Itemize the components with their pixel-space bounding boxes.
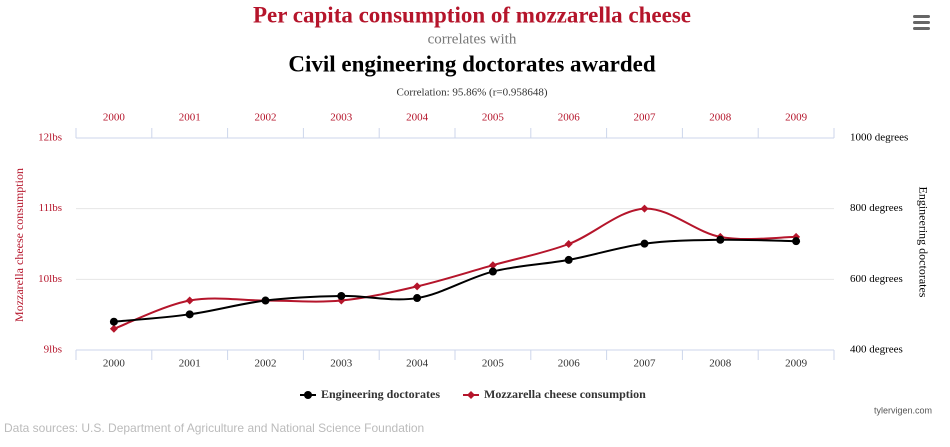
point: [413, 294, 422, 303]
legend-label: Mozzarella cheese consumption: [484, 387, 646, 401]
point: [716, 235, 725, 244]
y-tick-label: 10lbs: [38, 273, 62, 285]
point: [640, 204, 649, 213]
y2-tick-label: 1000 degrees: [850, 132, 908, 144]
x-tick-label: 2000: [103, 358, 126, 370]
x-tick-label: 2009: [785, 358, 808, 370]
point: [640, 239, 649, 248]
top-x-tick-label: 2006: [558, 112, 581, 124]
y2-tick-label: 600 degrees: [850, 273, 903, 285]
chart-title-2: Civil engineering doctorates awarded: [288, 51, 656, 76]
top-x-tick-label: 2002: [255, 112, 277, 124]
x-tick-label: 2008: [709, 358, 732, 370]
menu-bar: [913, 27, 930, 30]
point: [337, 291, 346, 300]
legend-marker: [304, 391, 312, 399]
point: [185, 296, 194, 305]
point: [488, 267, 497, 276]
connector: correlates with: [428, 31, 517, 47]
menu-icon[interactable]: [913, 15, 930, 30]
y-axis-label: Mozzarella cheese consumption: [12, 168, 26, 322]
top-x-tick-label: 2005: [482, 112, 505, 124]
legend-label: Engineering doctorates: [321, 387, 440, 401]
x-tick-label: 2004: [406, 358, 429, 370]
top-x-tick-label: 2004: [406, 112, 429, 124]
top-x-tick-label: 2009: [785, 112, 808, 124]
top-x-tick-label: 2008: [709, 112, 732, 124]
x-tick-label: 2001: [179, 358, 201, 370]
menu-bar: [913, 21, 930, 24]
x-tick-label: 2002: [255, 358, 277, 370]
point: [109, 317, 118, 326]
point: [564, 240, 573, 248]
chart-title: Per capita consumption of mozzarella che…: [253, 2, 691, 27]
point: [109, 324, 118, 333]
point: [185, 310, 194, 319]
source: Data sources: U.S. Department of Agricul…: [4, 421, 424, 435]
point: [261, 296, 270, 305]
legend-marker: [467, 391, 475, 399]
top-x-tick-label: 2007: [634, 112, 657, 124]
y2-axis-label: Engineering doctorates: [916, 187, 930, 298]
y2-tick-label: 400 degrees: [850, 344, 903, 356]
x-tick-label: 2007: [634, 358, 657, 370]
y2-tick-label: 800 degrees: [850, 202, 903, 214]
point: [792, 237, 801, 246]
point: [413, 282, 422, 291]
y-tick-label: 9lbs: [44, 344, 62, 356]
annotation: Correlation: 95.86% (r=0.958648): [396, 87, 547, 99]
x-tick-label: 2006: [558, 358, 581, 370]
series-line: [113, 207, 797, 330]
point: [488, 261, 497, 270]
x-tick-label: 2003: [330, 358, 353, 370]
point: [564, 255, 573, 264]
menu-bar: [913, 15, 930, 18]
top-x-tick-label: 2000: [103, 112, 126, 124]
series-line: [113, 238, 797, 323]
x-tick-label: 2005: [482, 358, 505, 370]
credit: tylervigen.com: [874, 405, 932, 415]
y-tick-label: 11lbs: [39, 202, 62, 214]
top-x-tick-label: 2001: [179, 112, 201, 124]
y-tick-label: 12lbs: [38, 132, 62, 144]
top-x-tick-label: 2003: [330, 112, 353, 124]
